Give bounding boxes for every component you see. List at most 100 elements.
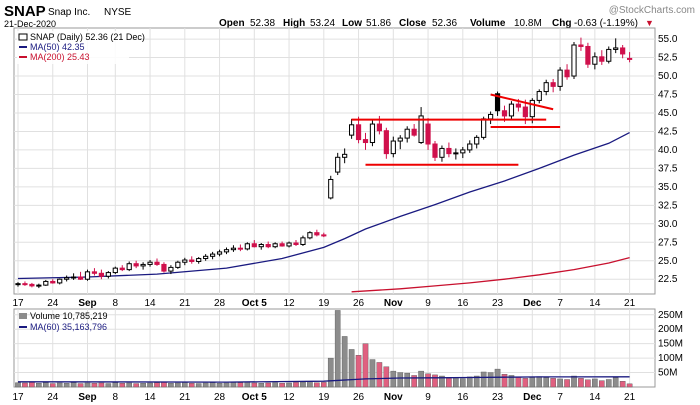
candle-body [328, 178, 334, 199]
volume-bar [599, 380, 605, 388]
date-tick-label: 14 [589, 298, 601, 309]
candle-body [237, 247, 244, 250]
price-panel [13, 27, 656, 295]
candle-body [536, 91, 542, 101]
legend-background [17, 31, 129, 64]
volume-bar [480, 371, 487, 388]
candle-body [460, 149, 466, 154]
close-value: 52.36 [432, 18, 457, 29]
candle-body [57, 278, 63, 284]
open-value: 52.38 [250, 18, 275, 29]
date-tick-label: 8 [113, 392, 119, 403]
date-tick-label: 26 [353, 392, 365, 403]
volume-bar [216, 383, 223, 388]
date-tick-label: 12 [283, 298, 295, 309]
volume-bar [223, 382, 230, 388]
volume-bar [612, 377, 619, 388]
candle-body [77, 276, 84, 280]
candle-body [154, 261, 160, 265]
date-tick-label: 7 [557, 298, 563, 309]
candle-body [488, 113, 494, 120]
candle-body [91, 271, 98, 274]
volume-value: 10.8M [514, 18, 542, 29]
candle-body [453, 152, 459, 155]
volume-panel [13, 308, 656, 388]
price-tick-label: 22.5 [658, 274, 678, 285]
high-label: High [283, 18, 305, 29]
date-tick-label: 8 [113, 298, 119, 309]
legend-price: SNAP (Daily) 52.36 (21 Dec) [30, 32, 145, 42]
date-tick-label: Sep [78, 392, 96, 403]
volume-bar [36, 383, 42, 388]
volume-bar [439, 375, 445, 388]
price-tick-label: 27.5 [658, 237, 678, 248]
price-tick-label: 47.5 [658, 90, 678, 101]
ma50-line [17, 132, 630, 280]
volume-bar [195, 383, 202, 388]
volume-bar [258, 383, 265, 388]
candle-body [383, 130, 389, 155]
candle-body [112, 267, 118, 274]
ma200-series [351, 256, 630, 293]
candle-body [244, 243, 250, 250]
legend-ma50: MA(50) 42.35 [30, 42, 85, 52]
volume-bar [571, 375, 577, 388]
candle-body [22, 283, 28, 286]
volume-tick-label: 200M [658, 324, 683, 335]
trendline [490, 93, 554, 111]
price-tick-label: 30.0 [658, 219, 678, 230]
volume-bar [383, 366, 390, 388]
chg-down-icon: ▼ [645, 18, 654, 28]
volume-bar [181, 382, 188, 388]
volume-bar [453, 377, 459, 388]
date-tick-label: 14 [144, 298, 156, 309]
date-tick-label: 28 [214, 298, 226, 309]
volume-bar [592, 378, 598, 388]
date-tick-label: 21 [624, 298, 636, 309]
candle-body [543, 82, 549, 93]
volume-bar [446, 378, 452, 388]
candle-body [571, 44, 577, 77]
ticker-symbol: SNAP [4, 3, 46, 20]
candle-body [585, 45, 591, 65]
volume-bar [362, 343, 369, 388]
volume-bar [29, 382, 35, 388]
candle-body [300, 237, 306, 245]
volume-bar [626, 383, 633, 388]
volume-bar [286, 382, 292, 388]
date-tick-label: 23 [492, 392, 504, 403]
candle-body [43, 280, 49, 286]
volume-bar [404, 372, 411, 388]
candle-body [467, 143, 473, 151]
company-name: Snap Inc. [48, 7, 90, 18]
volume-bar [43, 382, 49, 388]
volume-bar [605, 379, 612, 388]
watermark: @StockCharts.com [609, 5, 695, 16]
trendlines [351, 93, 561, 166]
price-tick-label: 40.0 [658, 145, 678, 156]
volume-bar [557, 378, 563, 388]
ma60-line [17, 376, 630, 383]
volume-bar [63, 383, 70, 388]
volume-bar [202, 382, 209, 388]
price-legend: SNAP (Daily) 52.36 (21 Dec) MA(50) 42.35… [17, 31, 145, 64]
volume-bar [272, 382, 278, 388]
date-tick-label: Nov [384, 298, 403, 309]
date-tick-label: 26 [353, 298, 365, 309]
volume-bar [230, 382, 237, 388]
price-tick-label: 52.5 [658, 53, 678, 64]
candle-body [307, 232, 313, 239]
candle-body [98, 272, 105, 277]
date-tick-label: Nov [384, 392, 403, 403]
candle-body [210, 253, 216, 257]
volume-bar [585, 379, 591, 388]
candle-body [203, 255, 209, 260]
volume-bar [432, 374, 438, 388]
candle-body [349, 124, 355, 136]
high-value: 53.24 [310, 18, 335, 29]
volume-grid [14, 309, 655, 387]
price-tick-label: 42.5 [658, 126, 678, 137]
volume-legend: Volume 10,785,219 MA(60) 35,163,796 [19, 311, 108, 332]
candle-body [515, 103, 521, 108]
date-tick-label: 9 [425, 298, 431, 309]
